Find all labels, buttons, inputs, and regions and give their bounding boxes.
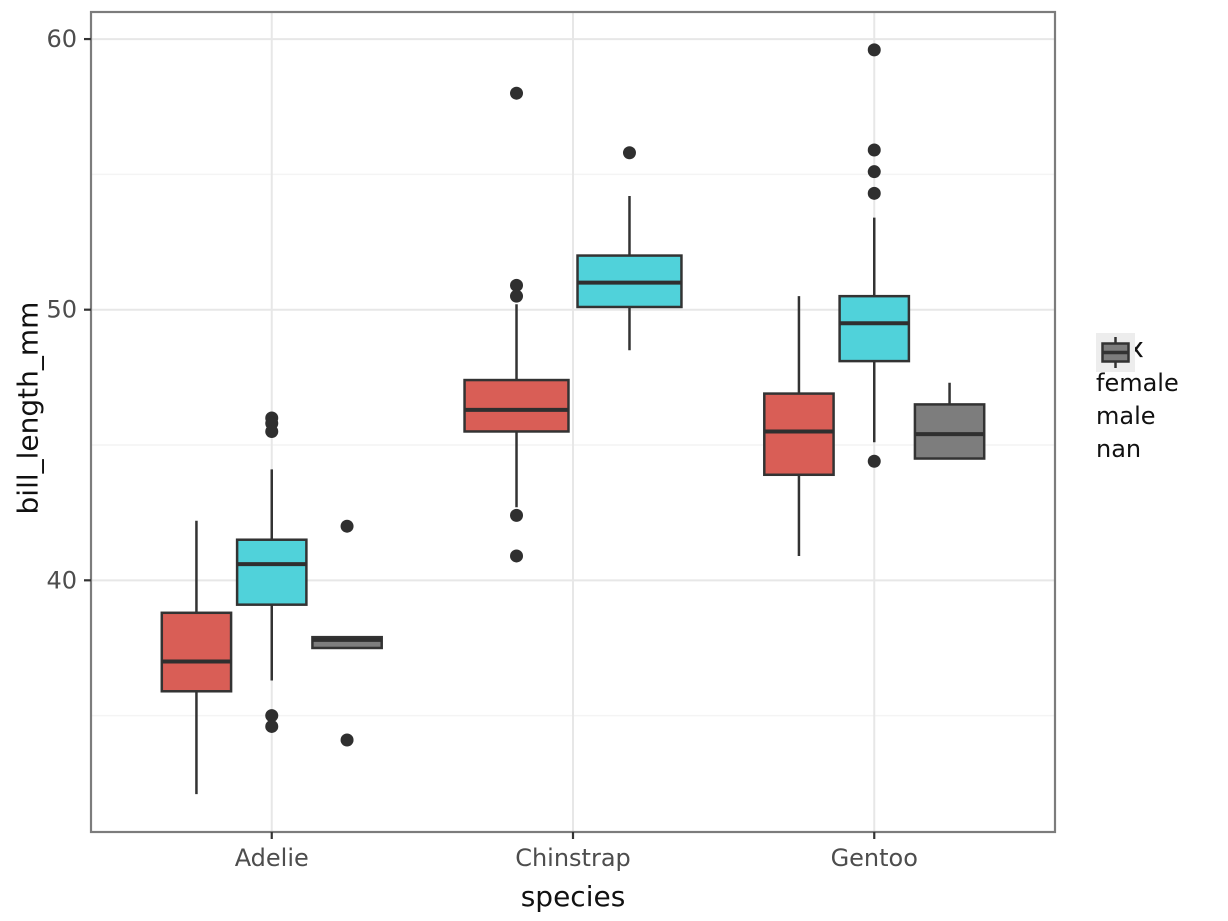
x-axis-title: species (520, 880, 626, 913)
y-axis-title: bill_length_mm (11, 301, 45, 515)
outlier-point (265, 719, 279, 733)
outlier-point (340, 733, 354, 747)
legend-label-female: female (1096, 368, 1179, 397)
box-Chinstrap-female (463, 378, 570, 433)
legend-label-nan: nan (1096, 434, 1142, 463)
outlier-point (867, 165, 881, 179)
outlier-point (510, 289, 524, 303)
legend-item-female: female (1096, 333, 1179, 397)
outlier-point (867, 143, 881, 157)
outlier-point (510, 86, 524, 100)
outlier-point (265, 709, 279, 723)
legend-label-male: male (1096, 401, 1156, 430)
box-Gentoo-male (838, 294, 911, 363)
box-Adelie-male (235, 538, 308, 606)
box-Adelie-female (160, 611, 233, 693)
y-tick-label: 50 (46, 296, 77, 324)
legend-key-boxplot-glyph (1096, 333, 1135, 372)
legend-item-male: male (1096, 333, 1179, 430)
box-Gentoo-nan (913, 403, 986, 460)
box-Adelie-nan (311, 635, 383, 650)
x-tick-label-Gentoo: Gentoo (831, 844, 918, 872)
outlier-point (867, 43, 881, 57)
legend-item-nan: nan (1096, 333, 1179, 463)
x-tick-label-Adelie: Adelie (235, 844, 309, 872)
outlier-point (867, 186, 881, 200)
outlier-point (510, 508, 524, 522)
box-Gentoo-female (763, 392, 835, 477)
x-tick-label-Chinstrap: Chinstrap (515, 844, 631, 872)
outlier-point (510, 549, 524, 563)
outlier-point (867, 454, 881, 468)
outlier-point (265, 424, 279, 438)
y-tick-label: 40 (46, 566, 77, 594)
legend-items: female male nan (1096, 333, 1179, 470)
outlier-point (622, 146, 636, 160)
outlier-point (510, 278, 524, 292)
y-tick-label: 60 (46, 25, 77, 53)
outlier-point (340, 519, 354, 533)
